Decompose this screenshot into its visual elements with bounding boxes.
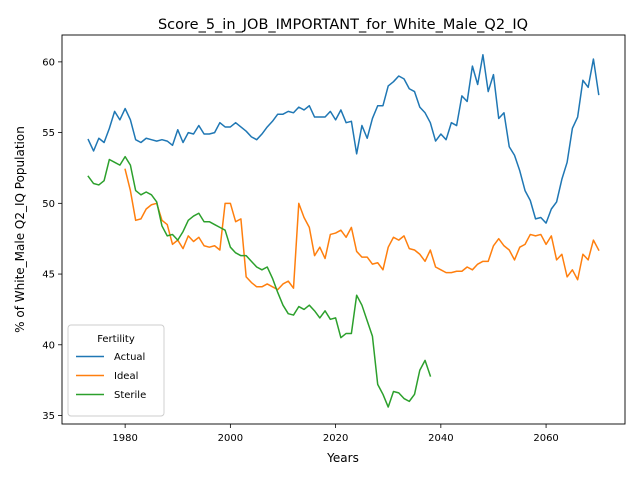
series-line-2 xyxy=(124,168,600,291)
x-tick-label: 2000 xyxy=(218,433,243,444)
y-tick-label: 55 xyxy=(42,128,55,139)
x-axis-label: Years xyxy=(326,451,359,465)
y-axis-label: % of White_Male Q2_IQ Population xyxy=(13,126,27,333)
series-layer xyxy=(87,54,600,408)
legend-label: Sterile xyxy=(114,390,146,401)
y-tick-label: 40 xyxy=(42,340,55,351)
series-line-3 xyxy=(87,155,432,408)
y-tick-label: 50 xyxy=(42,199,55,210)
legend-label: Actual xyxy=(114,352,145,363)
plot-area-frame xyxy=(61,34,626,425)
y-tick-label: 60 xyxy=(42,57,55,68)
axes-layer: 1980 2000 2020 2040 2060 35 40 45 50 55 60 xyxy=(42,57,559,444)
legend-box xyxy=(67,324,165,417)
x-tick-label: 2060 xyxy=(533,433,558,444)
series-line-1 xyxy=(87,54,600,224)
legend-label: Ideal xyxy=(114,371,138,382)
x-tick-label: 2040 xyxy=(428,433,453,444)
chart-title: Score_5_in_JOB_IMPORTANT_for_White_Male_… xyxy=(158,17,528,33)
legend: Fertility Actual Ideal Sterile xyxy=(67,324,165,417)
y-tick-label: 35 xyxy=(42,411,55,422)
x-tick-label: 1980 xyxy=(112,433,137,444)
legend-title: Fertility xyxy=(97,334,135,345)
y-tick-label: 45 xyxy=(42,270,55,281)
x-tick-label: 2020 xyxy=(323,433,348,444)
